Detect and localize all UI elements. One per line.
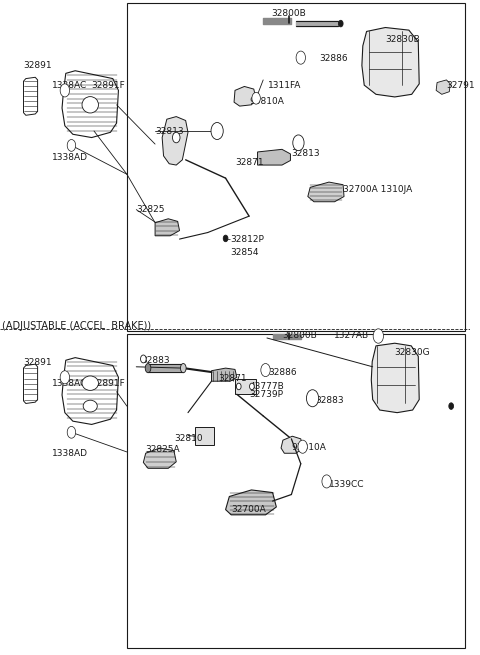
Polygon shape — [24, 77, 37, 115]
Text: 32800B: 32800B — [272, 9, 306, 18]
Circle shape — [60, 371, 70, 384]
Bar — [127, 3, 465, 331]
Circle shape — [252, 92, 260, 104]
Text: 32825: 32825 — [136, 205, 165, 214]
Polygon shape — [24, 364, 37, 403]
Polygon shape — [372, 343, 419, 413]
Text: 32891F: 32891F — [92, 379, 125, 388]
Text: 1338AD: 1338AD — [52, 449, 88, 458]
Circle shape — [141, 355, 146, 363]
Circle shape — [60, 84, 70, 97]
Text: 1311FA: 1311FA — [268, 81, 301, 90]
Circle shape — [375, 331, 382, 341]
Text: 43777B: 43777B — [249, 382, 284, 391]
Bar — [235, 379, 256, 394]
Circle shape — [250, 383, 254, 390]
Text: 32812P: 32812P — [230, 235, 264, 244]
Circle shape — [298, 440, 307, 453]
Circle shape — [61, 86, 68, 95]
Ellipse shape — [145, 364, 151, 373]
Polygon shape — [436, 80, 450, 94]
Circle shape — [213, 125, 221, 137]
Text: 93810A: 93810A — [291, 443, 326, 452]
Text: 32810: 32810 — [174, 434, 203, 443]
Text: 1338AD: 1338AD — [52, 153, 88, 162]
Circle shape — [223, 235, 228, 242]
Circle shape — [324, 477, 329, 485]
Polygon shape — [258, 149, 290, 165]
Text: 32830B: 32830B — [385, 35, 420, 44]
Circle shape — [338, 20, 343, 27]
Text: 32854: 32854 — [230, 248, 259, 257]
Text: 93810A: 93810A — [249, 97, 284, 106]
Circle shape — [300, 443, 305, 451]
Polygon shape — [162, 117, 188, 165]
Polygon shape — [62, 71, 119, 138]
Polygon shape — [234, 86, 256, 106]
Polygon shape — [62, 358, 119, 424]
Text: 32700A 1310JA: 32700A 1310JA — [343, 185, 412, 195]
Circle shape — [69, 428, 74, 436]
Circle shape — [67, 140, 76, 151]
Text: 32891: 32891 — [24, 358, 52, 367]
Bar — [195, 427, 214, 445]
Polygon shape — [281, 436, 303, 453]
Text: 32886: 32886 — [320, 54, 348, 64]
Circle shape — [67, 426, 76, 438]
Circle shape — [61, 373, 68, 382]
Polygon shape — [226, 490, 276, 515]
Text: 32700A: 32700A — [232, 505, 266, 514]
Ellipse shape — [82, 97, 98, 113]
Polygon shape — [362, 28, 419, 97]
Circle shape — [69, 141, 74, 149]
Text: 32791: 32791 — [446, 81, 475, 90]
Circle shape — [309, 393, 316, 403]
Ellipse shape — [83, 400, 97, 412]
Circle shape — [172, 132, 180, 143]
Text: 1338AC: 1338AC — [52, 379, 87, 388]
Text: 32800B: 32800B — [282, 331, 317, 340]
Text: 32883: 32883 — [315, 396, 344, 405]
Text: 1339CC: 1339CC — [329, 480, 364, 489]
Circle shape — [306, 390, 319, 407]
Text: 32886: 32886 — [268, 367, 297, 377]
Circle shape — [293, 135, 304, 151]
Text: 32891: 32891 — [24, 61, 52, 70]
Text: 32739P: 32739P — [249, 390, 283, 400]
Circle shape — [373, 329, 384, 343]
Text: (ADJUSTABLE (ACCEL  BRAKE)): (ADJUSTABLE (ACCEL BRAKE)) — [2, 320, 152, 331]
Bar — [127, 334, 465, 648]
Circle shape — [211, 122, 223, 140]
Text: 32813: 32813 — [155, 126, 184, 136]
Text: 32891F: 32891F — [92, 81, 125, 90]
Circle shape — [296, 51, 305, 64]
Ellipse shape — [82, 376, 98, 390]
Text: 32871: 32871 — [218, 374, 247, 383]
Text: 32871: 32871 — [235, 158, 264, 167]
Text: 32813: 32813 — [291, 149, 320, 159]
Circle shape — [322, 475, 331, 488]
Circle shape — [253, 94, 259, 102]
Circle shape — [449, 403, 454, 409]
Polygon shape — [155, 219, 180, 236]
Circle shape — [295, 138, 302, 148]
Polygon shape — [308, 182, 344, 202]
Text: 1327AB: 1327AB — [334, 331, 369, 340]
Ellipse shape — [180, 364, 186, 373]
Circle shape — [261, 364, 270, 377]
Circle shape — [298, 54, 304, 62]
Text: 32883: 32883 — [141, 356, 169, 365]
Text: 1338AC: 1338AC — [52, 81, 87, 90]
Circle shape — [263, 366, 268, 374]
Text: 32825A: 32825A — [146, 445, 180, 455]
Text: 32830G: 32830G — [395, 348, 431, 357]
Polygon shape — [212, 368, 237, 381]
Polygon shape — [144, 448, 176, 468]
Circle shape — [236, 383, 241, 390]
